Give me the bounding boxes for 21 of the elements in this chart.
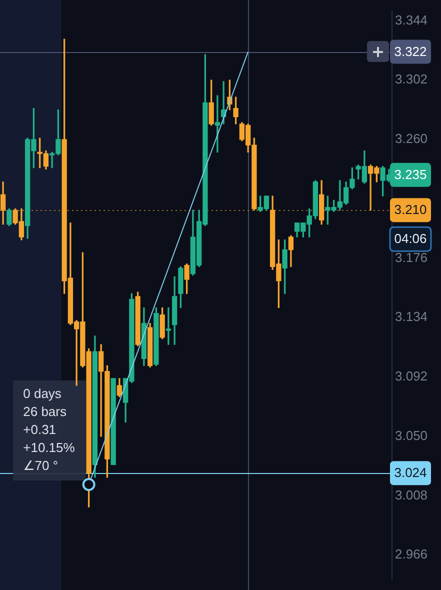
candlestick: [214, 95, 220, 153]
ref-line-label: 3.210: [394, 202, 427, 218]
annotation: +10.15%: [23, 440, 76, 456]
ref-line-label: 3.322: [394, 44, 427, 59]
y-tick-label: 3.008: [395, 487, 428, 502]
annotation: 26 bars: [23, 404, 67, 420]
ref-line-label: 3.024: [394, 465, 427, 480]
annotation: ∠70 °: [23, 458, 58, 474]
y-tick-label: 2.966: [395, 546, 428, 562]
y-tick-label: 3.134: [395, 309, 428, 324]
annotation: 3.235: [394, 166, 427, 182]
y-tick-label: 3.050: [395, 428, 428, 443]
annotation: 04:06: [394, 231, 427, 246]
y-tick-label: 3.092: [395, 368, 428, 384]
y-tick-label: 3.176: [395, 250, 428, 265]
annotation: 0 days: [23, 386, 62, 402]
y-tick-label: 3.344: [395, 12, 428, 28]
y-tick-label: 3.260: [395, 131, 428, 146]
annotation: +0.31: [23, 422, 56, 438]
candlestick: [166, 307, 172, 345]
y-tick-label: 3.302: [395, 72, 428, 87]
